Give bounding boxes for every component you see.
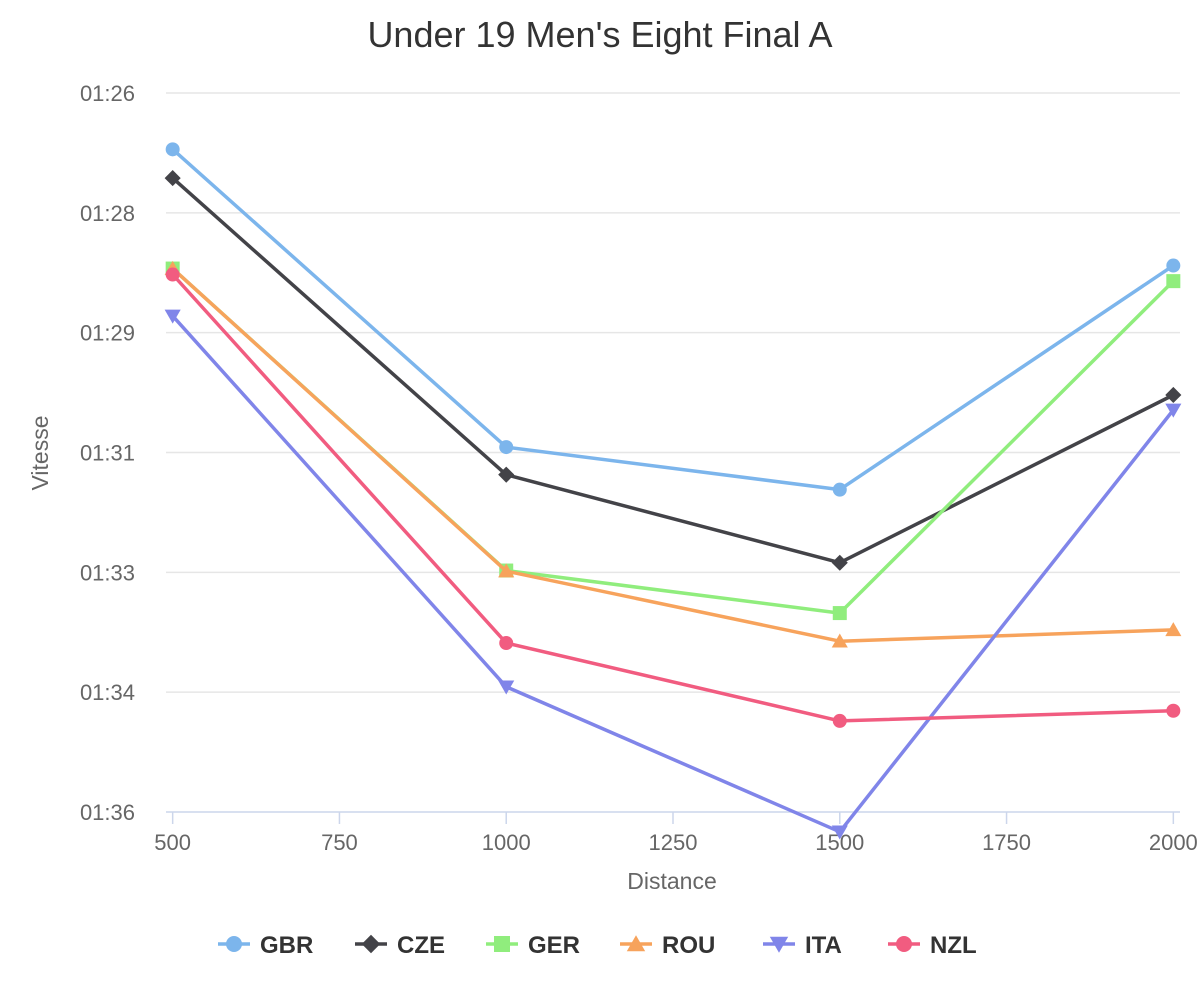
data-point-ita[interactable]: [164, 309, 181, 324]
data-point-ger[interactable]: [1166, 274, 1181, 289]
x-axis-title: Distance: [627, 868, 716, 894]
x-tick-label: 500: [154, 830, 191, 855]
legend-item-cze[interactable]: CZE: [355, 932, 445, 959]
legend-symbol-cze[interactable]: [361, 934, 381, 954]
data-point-rou[interactable]: [498, 563, 515, 578]
x-tick-label: 750: [321, 830, 358, 855]
y-tick-label: 01:28: [80, 201, 135, 226]
legend-label: GBR: [260, 932, 313, 959]
series-gbr: [165, 142, 1181, 497]
legend-item-ita[interactable]: ITA: [763, 932, 842, 959]
legend-label: GER: [528, 932, 580, 959]
series-rou: [164, 260, 1182, 648]
legend-symbol-ger[interactable]: [494, 936, 510, 952]
legend-label: CZE: [397, 932, 445, 959]
data-point-rou[interactable]: [831, 633, 848, 648]
x-tick-label: 2000: [1149, 830, 1198, 855]
y-tick-label: 01:26: [80, 81, 135, 106]
legend-symbol-rou[interactable]: [626, 935, 646, 952]
axis-layer: 01:26 01:28 01:29 01:31 01:33 01:34 01:36 500 75…: [80, 81, 1198, 855]
data-point-ita[interactable]: [1165, 403, 1182, 418]
data-point-gbr[interactable]: [832, 482, 847, 497]
data-point-gbr[interactable]: [499, 440, 514, 455]
legend: GBR CZE GER ROU ITA NZL: [218, 932, 977, 959]
series-line-ita: [170, 314, 1176, 834]
data-point-nzl[interactable]: [832, 713, 847, 728]
legend-item-gbr[interactable]: GBR: [218, 932, 313, 959]
legend-symbol-gbr[interactable]: [226, 936, 242, 952]
series-line-nzl: [170, 272, 1176, 723]
series-line-cze: [170, 176, 1176, 565]
series-line-rou: [170, 266, 1176, 643]
chart-title: Under 19 Men's Eight Final A: [367, 14, 832, 55]
data-point-cze[interactable]: [164, 170, 181, 187]
legend-item-rou[interactable]: ROU: [620, 932, 715, 959]
series-cze: [164, 170, 1182, 571]
data-point-cze[interactable]: [1165, 386, 1182, 404]
series-ita: [164, 309, 1182, 840]
grid-layer: [166, 92, 1180, 693]
series-line-gbr: [170, 147, 1176, 492]
legend-symbol-nzl[interactable]: [896, 936, 912, 952]
x-tick-label: 1250: [649, 830, 698, 855]
legend-item-nzl[interactable]: NZL: [888, 932, 977, 959]
data-point-ita[interactable]: [831, 825, 848, 840]
y-tick-label: 01:34: [80, 680, 135, 705]
legend-item-ger[interactable]: GER: [486, 932, 580, 959]
y-axis-title: Vitesse: [27, 415, 53, 490]
x-tick-label: 1750: [982, 830, 1031, 855]
data-point-cze[interactable]: [831, 554, 848, 571]
data-point-cze[interactable]: [498, 466, 515, 483]
y-tick-label: 01:33: [80, 560, 135, 585]
series-ger: [165, 261, 1181, 621]
y-tick-label: 01:29: [80, 321, 135, 346]
y-tick-label: 01:36: [80, 800, 135, 825]
data-point-rou[interactable]: [1165, 622, 1182, 637]
y-tick-label: 01:31: [80, 441, 135, 466]
legend-label: ROU: [662, 932, 715, 959]
data-point-nzl[interactable]: [499, 636, 514, 651]
data-point-gbr[interactable]: [165, 142, 180, 157]
legend-label: ITA: [805, 932, 842, 959]
legend-label: NZL: [930, 932, 977, 959]
series-layer: [164, 142, 1182, 840]
data-point-gbr[interactable]: [1166, 258, 1181, 273]
series-nzl: [165, 267, 1181, 728]
data-point-ita[interactable]: [498, 680, 515, 695]
data-point-nzl[interactable]: [1166, 703, 1181, 718]
x-tick-label: 1000: [482, 830, 531, 855]
data-point-ger[interactable]: [832, 606, 847, 621]
legend-symbol-ita[interactable]: [769, 936, 789, 953]
data-point-nzl[interactable]: [165, 267, 180, 282]
